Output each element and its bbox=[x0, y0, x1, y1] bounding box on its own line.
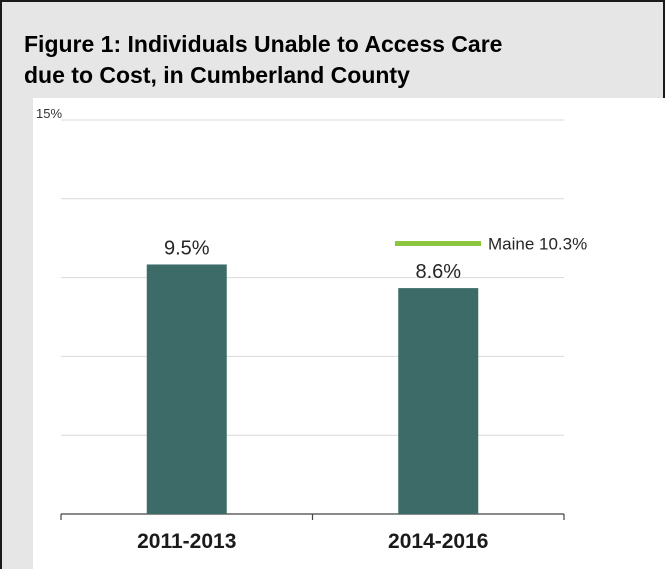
y-axis-max-label: 15% bbox=[36, 106, 62, 121]
bar-2011-2013 bbox=[146, 264, 227, 514]
x-tick-label: 2011-2013 bbox=[137, 530, 236, 553]
x-tick-label: 2014-2016 bbox=[388, 530, 488, 553]
plot-area: 15% 9.5% 2011-2013 8.6% 2014-2016 Maine 10.3% bbox=[33, 98, 665, 569]
data-label: 9.5% bbox=[164, 237, 210, 259]
bar-chart: 15% 9.5% 2011-2013 8.6% 2014-2016 Maine 10.3% bbox=[36, 106, 587, 553]
figure-title-line-1: Figure 1: Individuals Unable to Access C… bbox=[24, 31, 503, 57]
bar-2014-2016 bbox=[398, 288, 479, 514]
data-label: 8.6% bbox=[415, 261, 461, 283]
figure-title-line-2: due to Cost, in Cumberland County bbox=[24, 62, 410, 88]
figure-title: Figure 1: Individuals Unable to Access C… bbox=[24, 29, 644, 91]
reference-line-label: Maine 10.3% bbox=[488, 234, 587, 253]
